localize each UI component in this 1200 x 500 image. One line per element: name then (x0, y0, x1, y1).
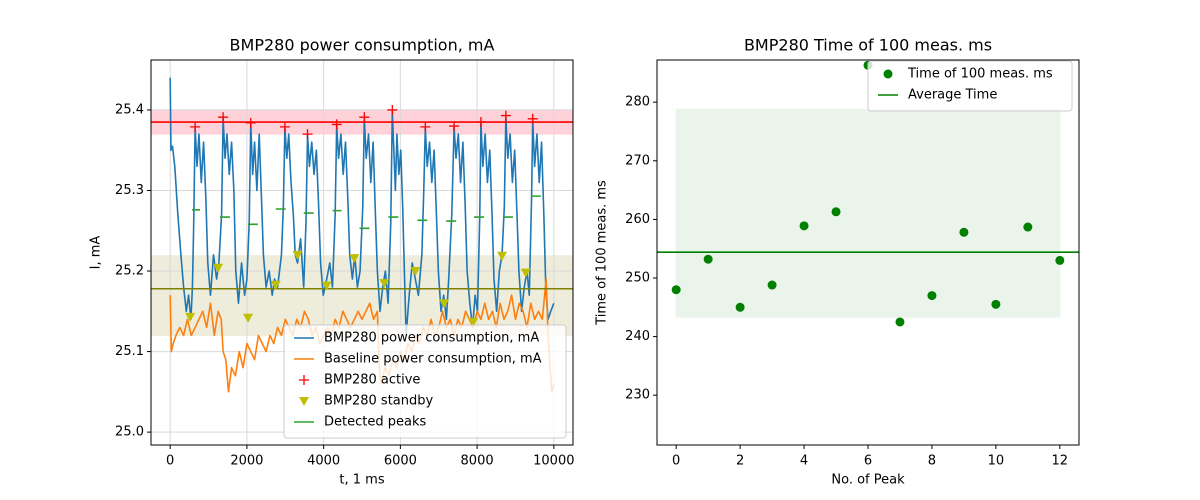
series-line (169, 278, 555, 393)
x-axis-label: No. of Peak (831, 473, 905, 488)
marker-circle (703, 254, 713, 264)
marker-circle (671, 285, 681, 295)
x-tick-label: 4000 (307, 454, 340, 469)
marker-plus (420, 121, 431, 132)
x-tick-label: 6 (864, 454, 872, 469)
y-tick-label: 230 (625, 388, 650, 403)
y-axis-label: Time of 100 meas. ms (595, 180, 610, 326)
marker-plus (449, 121, 460, 132)
marker-circle (767, 280, 777, 290)
x-tick-label: 0 (672, 454, 680, 469)
marker-plus (500, 110, 511, 121)
marker-triangle (379, 279, 390, 289)
axes-frame (150, 59, 574, 446)
marker-plus (387, 104, 398, 115)
y-tick-label: 270 (625, 153, 650, 168)
legend: BMP280 power consumption, mA Baseline pow… (283, 324, 567, 439)
legend: Time of 100 meas. ms Average Time (867, 60, 1073, 112)
marker-triangle (213, 263, 224, 273)
legend-label: BMP280 power consumption, mA (324, 331, 539, 346)
x-tick-label: 8000 (461, 454, 494, 469)
legend-box (283, 324, 567, 439)
marker-plus (245, 117, 256, 128)
marker-triangle (321, 281, 332, 291)
y-tick-label: 25.3 (115, 183, 144, 198)
marker-triangle (439, 299, 450, 309)
marker-plus (331, 119, 342, 130)
y-tick-label: 25.0 (115, 425, 144, 440)
band (151, 255, 573, 336)
y-tick-label: 260 (625, 212, 650, 227)
marker-circle (799, 221, 809, 231)
marker-plus (359, 112, 370, 123)
y-axis-label: I, mA (89, 236, 104, 270)
marker-triangle (292, 250, 303, 260)
marker-circle (959, 227, 969, 237)
marker-plus (190, 121, 201, 132)
marker-circle (831, 207, 841, 217)
legend-symbol (883, 69, 893, 79)
legend-label: Average Time (908, 88, 997, 103)
axes-frame (656, 59, 1080, 446)
y-tick-label: 25.1 (115, 344, 144, 359)
y-tick-label: 250 (625, 270, 650, 285)
x-tick-label: 2000 (230, 454, 263, 469)
legend-label: Baseline power consumption, mA (324, 352, 542, 367)
legend-symbol (299, 397, 309, 406)
legend-label: Time of 100 meas. ms (907, 67, 1053, 82)
x-tick-label: 10 (988, 454, 1005, 469)
legend-label: Detected peaks (324, 415, 426, 430)
marker-plus (527, 113, 538, 124)
marker-triangle (497, 251, 508, 261)
marker-triangle (185, 312, 196, 322)
marker-plus (302, 129, 313, 140)
x-tick-label: 2 (736, 454, 744, 469)
marker-triangle (520, 268, 531, 278)
chart-title: BMP280 power consumption, mA (230, 36, 495, 55)
legend-label: BMP280 active (324, 373, 420, 388)
marker-triangle (270, 280, 281, 290)
legend-label: BMP280 standby (324, 394, 433, 409)
marker-triangle (468, 317, 479, 327)
x-tick-label: 12 (1052, 454, 1069, 469)
marker-plus (218, 112, 229, 123)
marker-circle (735, 302, 745, 312)
marker-circle (991, 299, 1001, 309)
x-tick-label: 4 (800, 454, 808, 469)
marker-triangle (410, 267, 421, 277)
marker-circle (927, 291, 937, 301)
series-line (192, 195, 541, 230)
marker-circle (895, 317, 905, 327)
legend-symbol (299, 375, 309, 385)
x-tick-label: 0 (166, 454, 174, 469)
chart-title: BMP280 Time of 100 meas. ms (744, 36, 992, 55)
plot-area (657, 108, 1079, 318)
band (675, 108, 1061, 318)
x-tick-label: 8 (928, 454, 936, 469)
marker-circle (1023, 222, 1033, 232)
x-tick-label: 10000 (533, 454, 574, 469)
y-tick-label: 25.4 (115, 102, 144, 117)
y-tick-label: 240 (625, 329, 650, 344)
marker-circle (1055, 255, 1065, 265)
marker-plus (279, 121, 290, 132)
y-tick-label: 25.2 (115, 264, 144, 279)
marker-triangle (243, 313, 254, 323)
x-tick-label: 6000 (384, 454, 417, 469)
legend-box (867, 60, 1073, 112)
y-tick-label: 280 (625, 95, 650, 110)
marker-triangle (349, 254, 360, 264)
x-axis-label: t, 1 ms (339, 473, 384, 488)
marker-plus (475, 117, 486, 128)
series-line (169, 77, 555, 337)
